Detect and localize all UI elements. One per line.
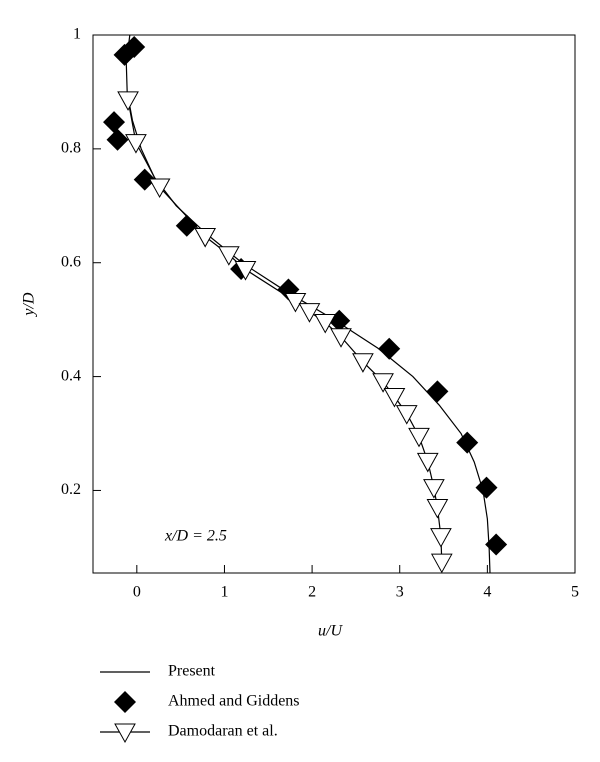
data-point xyxy=(148,178,171,199)
data-point xyxy=(103,111,126,134)
data-point xyxy=(372,373,394,393)
data-point xyxy=(485,533,508,556)
plot-frame xyxy=(92,34,576,574)
x-axis-label: u/U xyxy=(318,623,343,640)
x-tick-label: 2 xyxy=(308,584,316,601)
data-point xyxy=(423,479,445,499)
data-point xyxy=(475,476,498,499)
legend-marker xyxy=(114,723,136,744)
y-tick-label: 0.8 xyxy=(61,140,81,157)
x-tick-label: 4 xyxy=(483,584,491,601)
x-tick-label: 5 xyxy=(571,584,579,601)
data-point xyxy=(314,314,337,334)
data-point xyxy=(408,427,430,448)
data-point xyxy=(426,380,449,403)
data-point xyxy=(113,43,136,66)
series-line xyxy=(127,99,443,563)
y-tick-label: 0.4 xyxy=(61,367,81,384)
data-point xyxy=(416,452,439,473)
data-point xyxy=(125,134,147,154)
legend-marker xyxy=(114,691,136,713)
data-point xyxy=(284,292,307,313)
data-point xyxy=(133,168,156,191)
x-tick-label: 1 xyxy=(220,584,228,601)
data-point xyxy=(106,128,129,151)
data-point xyxy=(194,228,217,248)
data-point xyxy=(175,214,198,237)
data-point xyxy=(383,388,406,408)
x-tick-label: 3 xyxy=(396,584,404,601)
data-point xyxy=(298,303,321,323)
data-point xyxy=(430,553,453,574)
y-tick-label: 1 xyxy=(73,26,81,43)
data-point xyxy=(234,261,257,281)
data-point xyxy=(430,528,452,548)
data-point xyxy=(426,499,449,519)
legend-label: Damodaran et al. xyxy=(168,723,278,740)
y-tick-label: 0.6 xyxy=(61,253,81,270)
x-tick-label: 0 xyxy=(133,584,141,601)
data-point xyxy=(456,431,479,454)
data-point xyxy=(117,91,139,111)
data-point xyxy=(395,405,418,425)
y-axis-label: y/D xyxy=(21,292,38,318)
data-point xyxy=(330,328,352,348)
data-point xyxy=(123,35,146,58)
data-point xyxy=(217,246,240,266)
y-tick-label: 0.2 xyxy=(61,481,81,498)
legend-label: Present xyxy=(168,663,216,680)
legend-label: Ahmed and Giddens xyxy=(168,693,300,710)
data-point xyxy=(352,353,374,373)
data-point xyxy=(378,337,401,360)
annotation: x/D = 2.5 xyxy=(164,528,227,545)
